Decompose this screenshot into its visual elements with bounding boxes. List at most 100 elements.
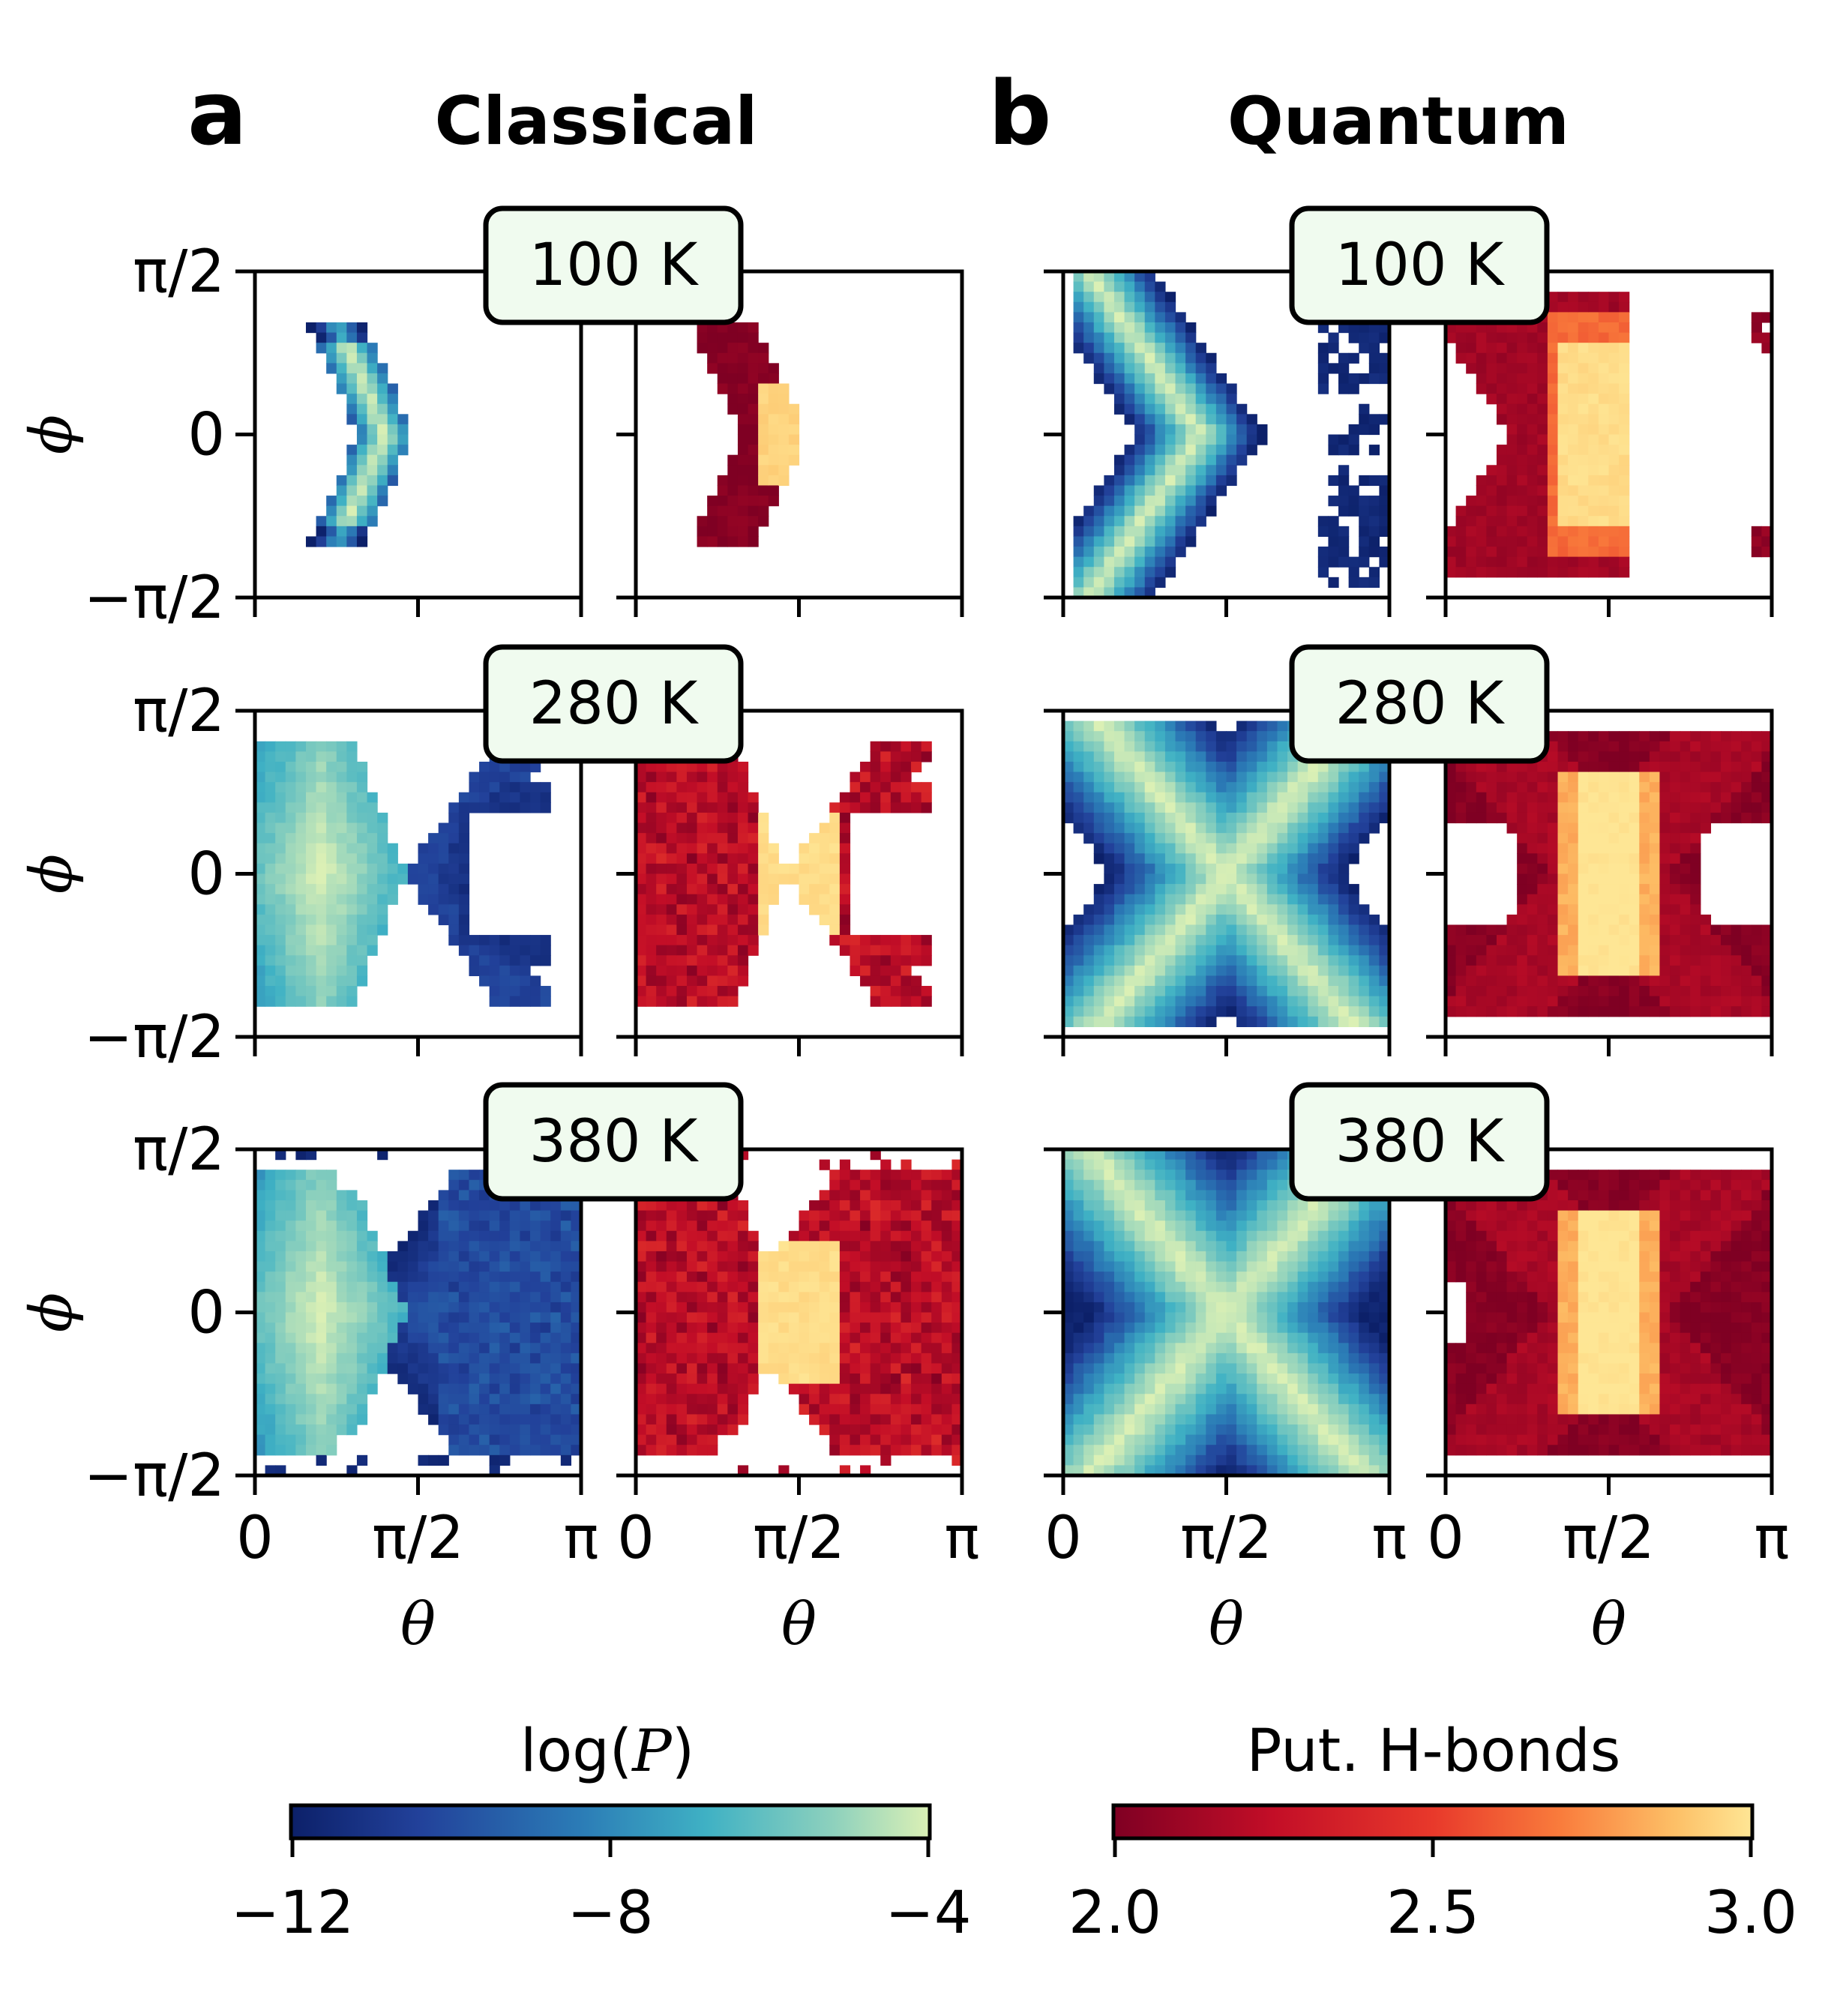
heatmap-cell (1277, 751, 1288, 762)
heatmap-cell (727, 1241, 739, 1252)
heatmap-cell (727, 1230, 739, 1242)
heatmap-cell (1476, 363, 1487, 374)
heatmap-cell (316, 904, 327, 915)
heatmap-cell (265, 1383, 276, 1394)
heatmap-cell (1578, 547, 1589, 558)
heatmap-cell (1348, 445, 1359, 456)
heatmap-cell (1206, 904, 1217, 915)
heatmap-cell (540, 792, 551, 803)
heatmap-cell (346, 782, 358, 793)
heatmap-cell (509, 935, 521, 946)
heatmap-cell (1175, 394, 1186, 405)
heatmap-cell (1568, 301, 1579, 313)
heatmap-cell (1113, 556, 1125, 568)
heatmap-cell (646, 884, 657, 895)
heatmap-cell (707, 1210, 718, 1221)
heatmap-cell (499, 1434, 511, 1445)
heatmap-cell (1144, 505, 1155, 517)
heatmap-cell (748, 914, 759, 926)
heatmap-cell (1104, 802, 1115, 813)
heatmap-cell (737, 1323, 749, 1334)
heatmap-cell (1629, 884, 1640, 895)
heatmap-cell (1124, 731, 1135, 742)
heatmap-cell (829, 822, 841, 834)
heatmap-cell (1215, 975, 1227, 987)
heatmap-cell (697, 812, 708, 824)
heatmap-cell (1134, 312, 1146, 323)
heatmap-cell (275, 1221, 286, 1232)
heatmap-cell (1455, 955, 1467, 966)
heatmap-cell (1144, 792, 1155, 803)
heatmap-cell (1537, 363, 1548, 374)
heatmap-cell (686, 965, 698, 977)
heatmap-cell (305, 1261, 317, 1272)
heatmap-cell (1328, 1006, 1339, 1017)
heatmap-cell (666, 1221, 677, 1232)
heatmap-cell (265, 812, 276, 824)
heatmap-cell (1104, 271, 1115, 283)
heatmap-cell (1608, 792, 1620, 803)
heatmap-cell (326, 1332, 337, 1344)
heatmap-cell (1093, 945, 1104, 956)
heatmap-cell (1104, 516, 1115, 527)
heatmap-cell (1670, 751, 1681, 762)
heatmap-cell (697, 332, 708, 343)
heatmap-cell (1578, 751, 1589, 762)
heatmap-cell (1236, 741, 1248, 752)
heatmap-cell (377, 1332, 388, 1344)
heatmap-cell (1379, 322, 1390, 334)
heatmap-cell (1185, 465, 1197, 476)
heatmap-cell (1348, 904, 1359, 915)
heatmap-cell (336, 1261, 347, 1272)
heatmap-cell (870, 996, 881, 1007)
heatmap-cell (1527, 454, 1538, 466)
heatmap-cell (1506, 812, 1518, 824)
heatmap-cell (839, 802, 851, 813)
heatmap-cell (1144, 945, 1155, 956)
heatmap-cell (1164, 301, 1176, 313)
heatmap-cell (1619, 802, 1630, 813)
heatmap-cell (1476, 496, 1487, 507)
heatmap-cell (890, 802, 902, 813)
heatmap-cell (1257, 863, 1268, 875)
heatmap-cell (1527, 536, 1538, 547)
heatmap-cell (1578, 884, 1589, 895)
heatmap-cell (1124, 526, 1135, 538)
heatmap-cell (285, 1323, 296, 1334)
heatmap-cell (1537, 822, 1548, 834)
heatmap-cell (336, 1383, 347, 1394)
heatmap-cell (686, 1445, 698, 1456)
heatmap-cell (1710, 731, 1722, 742)
heatmap-cell (1690, 996, 1701, 1007)
heatmap-cell (316, 1179, 327, 1191)
heatmap-cell (676, 914, 688, 926)
heatmap-cell (1215, 475, 1227, 487)
heatmap-cell (1517, 996, 1528, 1007)
heatmap-cell (550, 1403, 562, 1415)
heatmap-cell (727, 914, 739, 926)
heatmap-cell (1639, 975, 1650, 987)
heatmap-cell (1598, 1006, 1610, 1017)
heatmap-cell (1144, 343, 1155, 354)
heatmap-cell (346, 935, 358, 946)
heatmap-cell (1506, 547, 1518, 558)
heatmap-cell (326, 1445, 337, 1456)
heatmap-cell (656, 924, 667, 936)
heatmap-cell (316, 833, 327, 844)
heatmap-cell (448, 873, 460, 885)
heatmap-cell (1317, 822, 1329, 834)
heatmap-cell (346, 853, 358, 864)
heatmap-cell (499, 1312, 511, 1323)
heatmap-cell (1690, 924, 1701, 936)
heatmap-cell (1134, 526, 1146, 538)
heatmap-cell (1093, 516, 1104, 527)
heatmap-cell (1598, 884, 1610, 895)
heatmap-cell (1700, 965, 1712, 977)
heatmap-cell (1338, 352, 1350, 364)
heatmap-cell (418, 1230, 429, 1242)
heatmap-cell (428, 873, 439, 885)
heatmap-cell (1359, 373, 1370, 385)
heatmap-cell (697, 1383, 708, 1394)
heatmap-cell (418, 1210, 429, 1221)
heatmap-cell (1506, 771, 1518, 783)
